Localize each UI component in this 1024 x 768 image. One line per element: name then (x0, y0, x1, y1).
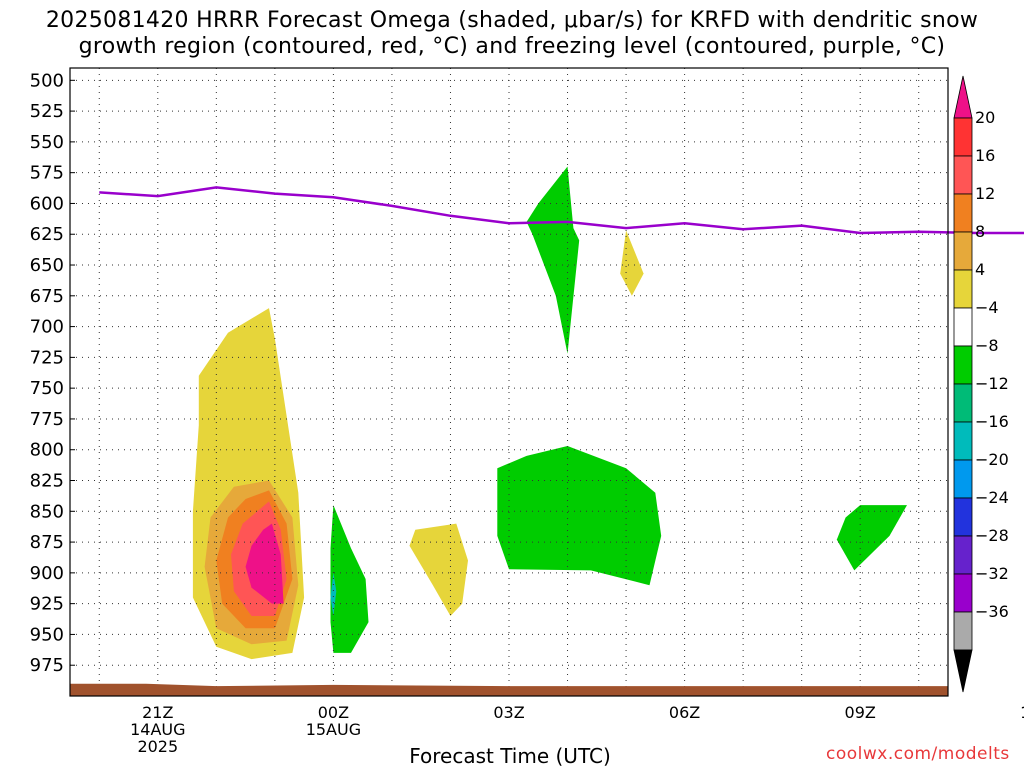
colorbar-label: 20 (975, 108, 995, 127)
credit-link[interactable]: coolwx.com/modelts (826, 744, 1010, 764)
x-tick-label: 03Z (493, 703, 524, 722)
y-tick-label: 800 (30, 440, 64, 461)
colorbar-swatch (953, 535, 973, 575)
y-tick-label: 950 (30, 624, 64, 645)
colorbar-swatch (953, 459, 973, 499)
colorbar-label: 12 (975, 184, 995, 203)
x-axis-label: Forecast Time (UTC) (409, 744, 611, 768)
y-tick-label: 575 (30, 163, 64, 184)
colorbar-swatch (953, 345, 973, 385)
y-tick-label: 650 (30, 255, 64, 276)
omega-region (409, 523, 468, 616)
x-tick-label: 14AUG (130, 720, 185, 739)
colorbar-label: −20 (975, 450, 1009, 469)
y-tick-label: 750 (30, 378, 64, 399)
x-tick-label: 15AUG (306, 720, 361, 739)
colorbar-swatch (953, 155, 973, 195)
colorbar-top-arrow (953, 75, 973, 119)
y-tick-label: 875 (30, 532, 64, 553)
y-tick-label: 675 (30, 286, 64, 307)
y-tick-label: 775 (30, 409, 64, 430)
colorbar-swatch (953, 117, 973, 157)
colorbar-label: −12 (975, 374, 1009, 393)
colorbar-label: −28 (975, 526, 1009, 545)
y-tick-label: 825 (30, 471, 64, 492)
omega-region (620, 230, 644, 296)
x-tick-label: 09Z (845, 703, 876, 722)
y-tick-label: 500 (30, 70, 64, 91)
colorbar-bottom-arrow (953, 649, 973, 693)
colorbar-label: 8 (975, 222, 985, 241)
colorbar-label: 16 (975, 146, 995, 165)
omega-region (526, 166, 580, 354)
colorbar-swatch (953, 383, 973, 423)
colorbar-label: −32 (975, 564, 1009, 583)
y-tick-label: 525 (30, 101, 64, 122)
x-tick-label: 06Z (669, 703, 700, 722)
colorbar-label: 4 (975, 260, 985, 279)
x-tick-label: 00Z (318, 703, 349, 722)
y-tick-label: 975 (30, 655, 64, 676)
colorbar-label: −8 (975, 336, 999, 355)
y-tick-label: 900 (30, 563, 64, 584)
y-tick-label: 550 (30, 132, 64, 153)
chart-title-line-1: 2025081420 HRRR Forecast Omega (shaded, … (45, 8, 979, 33)
y-tick-label: 925 (30, 594, 64, 615)
colorbar-swatch (953, 307, 973, 347)
y-tick-label: 725 (30, 347, 64, 368)
chart-title-line-2: growth region (contoured, red, °C) and f… (78, 34, 946, 59)
freezing-level-line (99, 186, 1024, 235)
y-tick-label: 700 (30, 317, 64, 338)
colorbar-label: −36 (975, 602, 1009, 621)
colorbar-swatch (953, 497, 973, 537)
colorbar-swatch (953, 611, 973, 651)
colorbar-swatch (953, 231, 973, 271)
colorbar-label: −4 (975, 298, 999, 317)
y-tick-label: 850 (30, 501, 64, 522)
plot-frame (69, 67, 949, 697)
colorbar-label: −24 (975, 488, 1009, 507)
x-tick-label: 21Z (142, 703, 173, 722)
omega-region (245, 523, 284, 604)
omega-region (330, 572, 337, 616)
colorbar-swatch (953, 573, 973, 613)
colorbar-swatch (953, 269, 973, 309)
colorbar-swatch (953, 193, 973, 233)
omega-region (836, 505, 907, 571)
y-tick-label: 625 (30, 224, 64, 245)
colorbar-label: −16 (975, 412, 1009, 431)
ground-surface (70, 683, 948, 696)
colorbar-swatch (953, 421, 973, 461)
x-tick-label: 12Z (1020, 703, 1024, 722)
x-tick-label: 2025 (137, 737, 178, 756)
y-tick-label: 600 (30, 193, 64, 214)
